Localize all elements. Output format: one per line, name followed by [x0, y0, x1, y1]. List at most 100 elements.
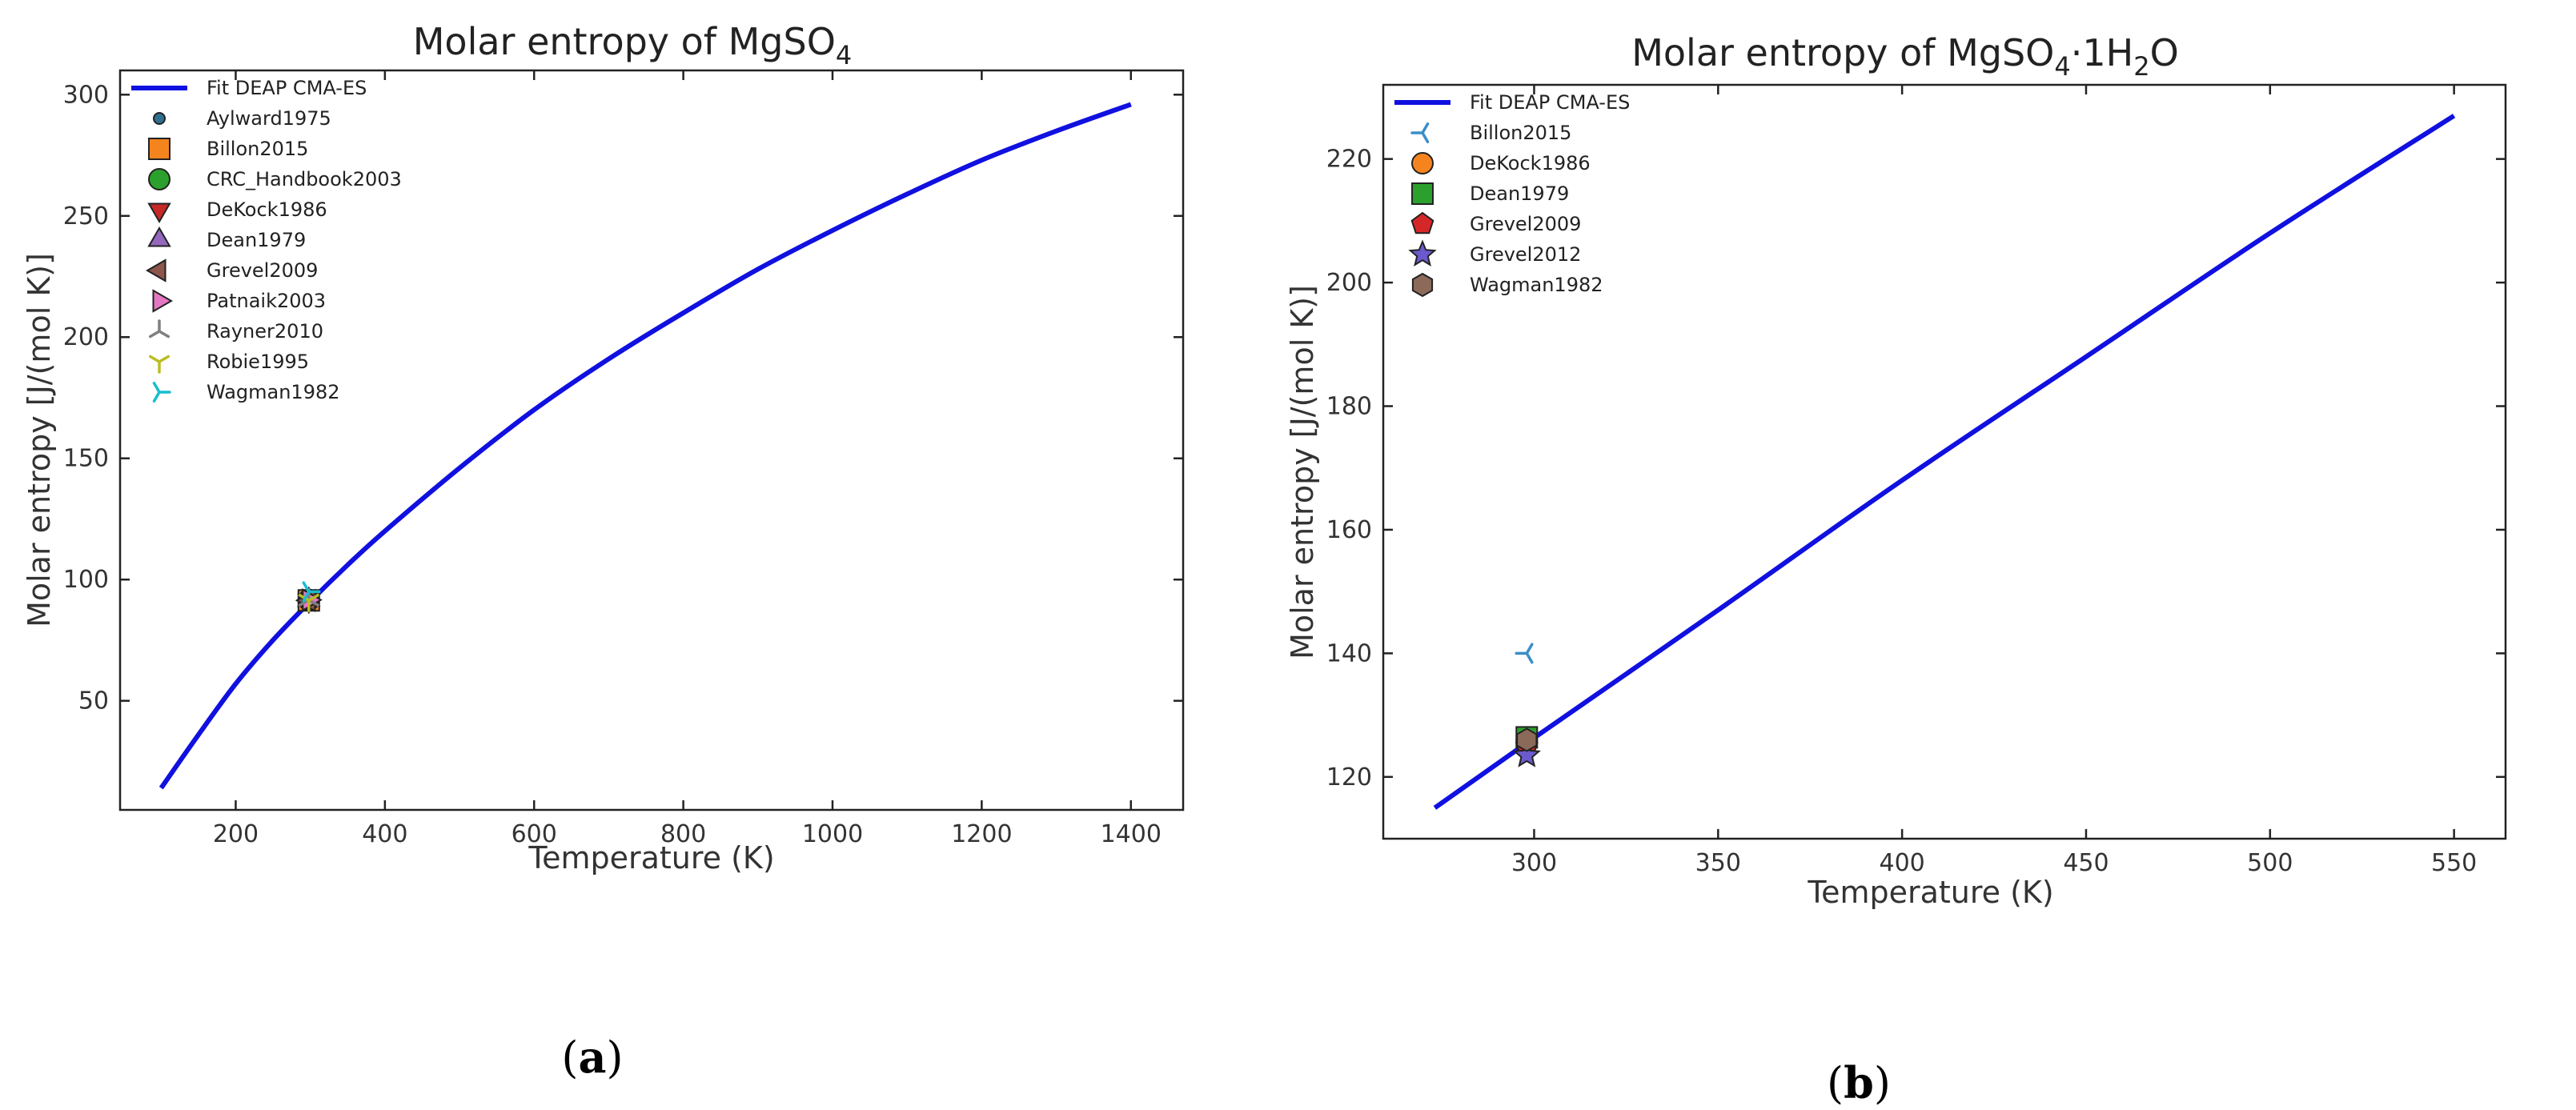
x-tick-label: 550 [2431, 849, 2477, 877]
y-tick-label: 120 [1326, 763, 1372, 791]
legend-entry: Rayner2010 [148, 319, 323, 343]
chart-a-fit-group [158, 102, 1132, 790]
legend-entry-fit: Fit DEAP CMA-ES [131, 77, 367, 99]
chart-a-x-axis-label: Temperature (K) [528, 840, 774, 876]
legend-entry: CRC_Handbook2003 [148, 168, 402, 190]
legend-marker [148, 355, 171, 374]
chart-b-fit-group [1433, 114, 2456, 810]
data-point [1516, 727, 1538, 752]
legend-marker [1411, 182, 1434, 205]
x-tick-label: 200 [213, 820, 259, 848]
legend-label: Patnaik2003 [207, 290, 326, 312]
chart-b-plot-area [1382, 83, 2507, 840]
legend-marker [1410, 122, 1430, 144]
chart-a-y-axis-label: Molar entropy [J/(mol K)] [22, 253, 57, 627]
x-tick-label: 500 [2247, 849, 2293, 877]
chart-b-points [1512, 643, 1541, 767]
legend-entry: Robie1995 [148, 351, 309, 374]
legend-label: Billon2015 [1470, 122, 1571, 144]
data-point [302, 581, 321, 603]
x-tick-label: 1200 [951, 820, 1012, 848]
legend-entry: DeKock1986 [1411, 152, 1591, 174]
legend-entry: Dean1979 [147, 226, 306, 251]
y-tick-label: 50 [78, 687, 109, 715]
legend-marker [148, 138, 171, 160]
x-tick-label: 300 [1511, 849, 1557, 877]
x-tick-label: 450 [2063, 849, 2109, 877]
x-tick-label: 350 [1695, 849, 1741, 877]
x-tick-label: 600 [512, 820, 557, 848]
legend-entry: Dean1979 [1411, 182, 1569, 205]
legend-marker [1410, 211, 1434, 234]
y-tick-label: 220 [1326, 146, 1372, 174]
legend-label: Dean1979 [207, 229, 306, 251]
chart-panel-b: Molar entropy of MgSO4·1H2O 300 350 400 450… [1285, 31, 2507, 1108]
legend-entry: Wagman1982 [1411, 272, 1603, 298]
legend-marker [146, 258, 167, 283]
legend-marker [1408, 239, 1437, 267]
legend-label: DeKock1986 [1470, 152, 1591, 174]
legend-label: Wagman1982 [207, 381, 340, 403]
chart-b-title: Molar entropy of MgSO4·1H2O [1631, 31, 2179, 82]
y-tick-label: 150 [63, 445, 109, 473]
legend-entry: Patnaik2003 [152, 289, 326, 313]
legend-label: Robie1995 [207, 351, 309, 373]
legend-label: Grevel2012 [1470, 243, 1581, 266]
chart-b-caption: (b) [1827, 1057, 1891, 1108]
legend-marker [147, 202, 171, 223]
legend-entry-fit: Fit DEAP CMA-ES [1394, 91, 1630, 114]
x-tick-label: 400 [1880, 849, 1925, 877]
chart-b-x-axis-label: Temperature (K) [1807, 875, 2053, 910]
x-tick-label: 400 [362, 820, 407, 848]
y-tick-label: 160 [1326, 516, 1372, 544]
legend-entry: Wagman1982 [152, 381, 340, 403]
legend-marker [1411, 152, 1434, 174]
legend-label: CRC_Handbook2003 [207, 168, 402, 190]
legend-entry: Aylward1975 [153, 107, 331, 130]
chart-a-ticks: 200 400 600 800 1000 1200 1400 50 100 150 200 250 30… [63, 70, 1183, 848]
legend-label: Aylward1975 [207, 107, 331, 130]
legend-entry: Grevel2009 [1410, 211, 1581, 235]
legend-label: Dean1979 [1470, 182, 1569, 205]
legend-entry: Billon2015 [148, 138, 308, 160]
legend-label: Grevel2009 [1470, 213, 1581, 235]
legend-marker [148, 168, 171, 190]
chart-a-points [295, 581, 323, 615]
y-tick-label: 200 [1326, 269, 1372, 297]
y-tick-label: 100 [63, 566, 109, 594]
legend-entry: DeKock1986 [147, 198, 327, 223]
chart-b-legend: Fit DEAP CMA-ES Billon2015 DeKock1986 Dean1… [1394, 91, 1630, 298]
y-tick-label: 180 [1326, 393, 1372, 421]
legend-label: Fit DEAP CMA-ES [207, 77, 367, 99]
legend-entry: Grevel2009 [146, 258, 318, 283]
legend-entry: Billon2015 [1410, 122, 1571, 144]
legend-label: Grevel2009 [207, 259, 318, 282]
legend-marker [153, 112, 166, 125]
legend-label: Billon2015 [207, 138, 308, 160]
legend-label: Wagman1982 [1470, 274, 1603, 296]
legend-label: DeKock1986 [207, 198, 327, 221]
data-point [1512, 740, 1541, 767]
y-tick-label: 300 [63, 81, 109, 109]
legend-label: Rayner2010 [207, 320, 323, 343]
x-tick-label: 1400 [1101, 820, 1162, 848]
chart-panel-a: Molar entropy of MgSO4 200 400 600 800 1000 1… [22, 20, 1185, 1083]
legend-marker [148, 319, 171, 339]
chart-a-legend: Fit DEAP CMA-ES Aylward1975 Billon2015 CRC_… [131, 77, 402, 403]
legend-marker [1411, 272, 1434, 298]
legend-marker [147, 226, 171, 247]
data-point [1515, 643, 1534, 664]
chart-a-caption: (a) [561, 1032, 623, 1083]
chart-a-plot-area [118, 69, 1185, 811]
x-tick-label: 1000 [802, 820, 863, 848]
chart-a-title: Molar entropy of MgSO4 [413, 20, 853, 70]
chart-b-ticks: 300 350 400 450 500 550 120 140 160 180 200 220 [1326, 85, 2506, 877]
y-tick-label: 200 [63, 323, 109, 351]
legend-marker [152, 381, 171, 403]
legend-marker [152, 289, 173, 313]
fit-line [158, 102, 1132, 790]
y-tick-label: 250 [63, 202, 109, 230]
fit-line [1433, 114, 2456, 810]
y-tick-label: 140 [1326, 639, 1372, 667]
